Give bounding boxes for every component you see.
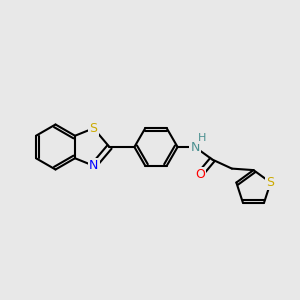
Text: S: S [90,122,98,135]
Text: H: H [198,133,207,143]
Text: N: N [190,141,200,154]
Text: O: O [195,168,205,181]
Text: N: N [89,159,98,172]
Text: S: S [267,176,274,189]
